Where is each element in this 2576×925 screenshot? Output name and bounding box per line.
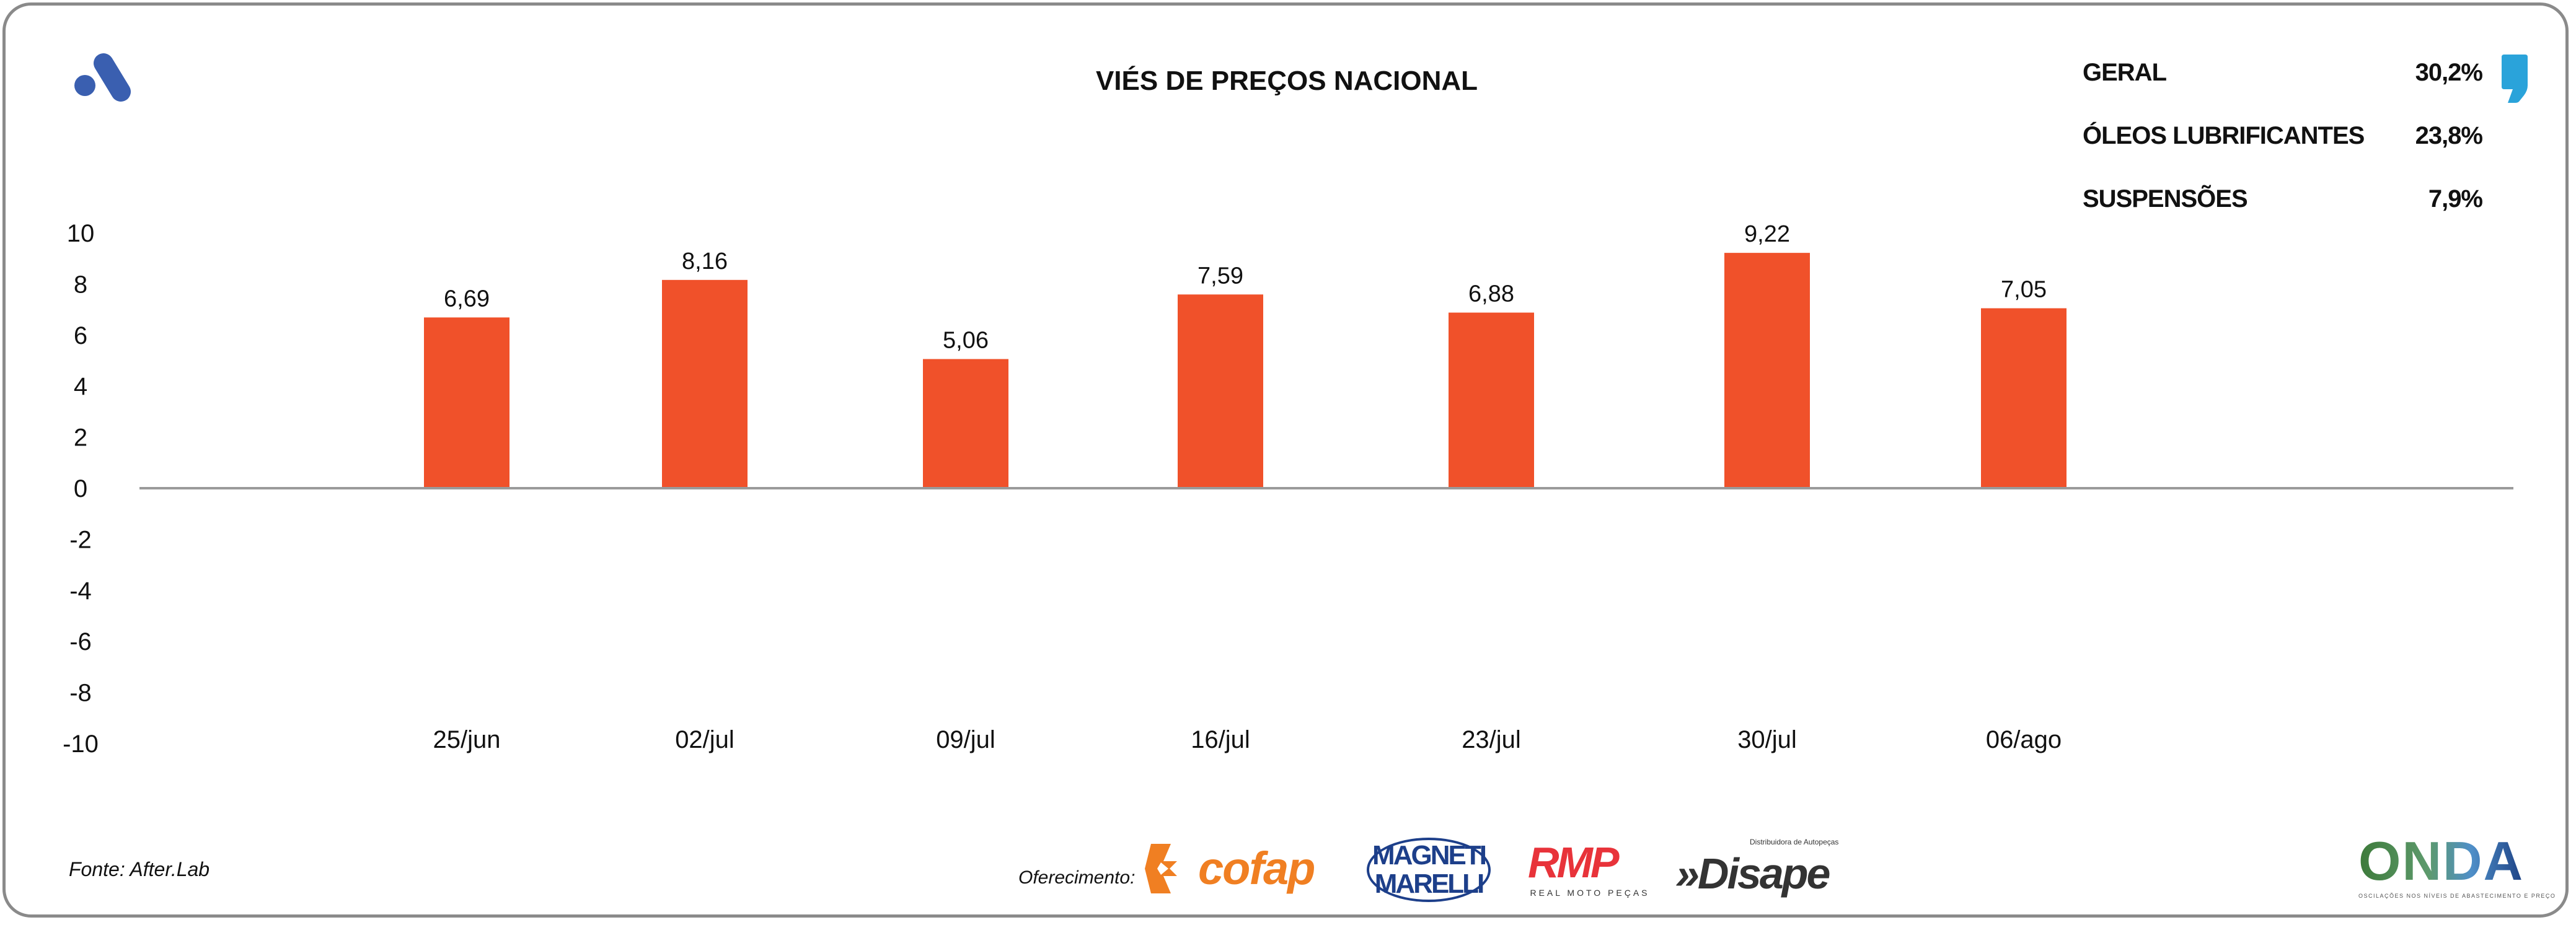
rmp-text: RMP	[1528, 838, 1620, 887]
data-label: 6,69	[444, 286, 490, 312]
data-label: 7,59	[1198, 263, 1243, 289]
x-tick-label: 06/ago	[1986, 726, 2062, 753]
y-tick-label: 10	[67, 220, 95, 247]
x-tick-label: 02/jul	[675, 726, 734, 753]
cofap-text: cofap	[1198, 843, 1315, 894]
legend-value-oleos: 23,8%	[2415, 122, 2483, 149]
cofap-logo: cofap	[1145, 844, 1349, 893]
y-tick-label: 2	[74, 424, 87, 452]
legend-label-suspensoes: SUSPENSÕES	[2083, 185, 2248, 213]
legend-value-suspensoes: 7,9%	[2428, 185, 2483, 213]
y-tick-label: -10	[63, 730, 99, 758]
legend-label-oleos: ÓLEOS LUBRIFICANTES	[2083, 122, 2365, 149]
chart-title: VIÉS DE PREÇOS NACIONAL	[1095, 66, 1478, 96]
legend-label-geral: GERAL	[2083, 59, 2167, 86]
onda-logo: ONDA OSCILAÇÕES NOS NÍVEIS DE ABASTECIME…	[2358, 830, 2556, 905]
bar	[1724, 253, 1810, 488]
onda-text: ONDA	[2358, 830, 2532, 892]
bar	[923, 359, 1008, 488]
x-tick-label: 16/jul	[1191, 726, 1250, 753]
bar	[1449, 312, 1534, 488]
bar	[662, 279, 748, 488]
comma-icon	[2502, 55, 2528, 103]
legend-value-geral: 30,2%	[2415, 59, 2483, 86]
sponsor-label: Oferecimento:	[1018, 867, 1136, 888]
y-tick-label: -6	[69, 628, 92, 655]
onda-subtext: OSCILAÇÕES NOS NÍVEIS DE ABASTECIMENTO E…	[2358, 893, 2556, 899]
x-tick-label: 30/jul	[1737, 726, 1797, 753]
data-label: 7,05	[2001, 277, 2047, 303]
y-tick-label: 4	[74, 373, 87, 400]
x-tick-label: 23/jul	[1462, 726, 1521, 753]
disape-logo: Distribuidora de Autopeças »Disape	[1675, 838, 1849, 900]
y-tick-label: -4	[69, 577, 92, 605]
magneti-marelli-logo: MAGNETI MARELLI	[1367, 838, 1491, 902]
y-tick-label: 0	[74, 475, 87, 502]
data-label: 8,16	[682, 248, 728, 274]
y-tick-label: 6	[74, 322, 87, 349]
bar	[1981, 308, 2067, 488]
rmp-logo: RMP REAL MOTO PEÇAS	[1528, 838, 1652, 900]
rmp-subtext: REAL MOTO PEÇAS	[1530, 888, 1650, 898]
data-label: 5,06	[943, 328, 989, 354]
bar	[424, 317, 509, 488]
disape-subtext: Distribuidora de Autopeças	[1750, 838, 1839, 846]
x-tick-label: 09/jul	[936, 726, 995, 753]
source-note: Fonte: After.Lab	[69, 858, 210, 880]
afterlab-logo-icon	[74, 53, 131, 102]
x-tick-label: 25/jun	[433, 726, 501, 753]
disape-text: »Disape	[1675, 849, 1830, 898]
data-label: 9,22	[1744, 221, 1790, 247]
y-tick-label: -2	[69, 526, 92, 553]
cofap-mark-icon	[1145, 844, 1177, 893]
bar	[1178, 294, 1263, 488]
data-label: 6,88	[1468, 281, 1514, 307]
y-tick-label: -8	[69, 680, 92, 707]
y-tick-label: 8	[74, 271, 87, 298]
marelli-text: MARELLI	[1374, 869, 1485, 899]
magneti-text: MAGNETI	[1372, 840, 1487, 870]
